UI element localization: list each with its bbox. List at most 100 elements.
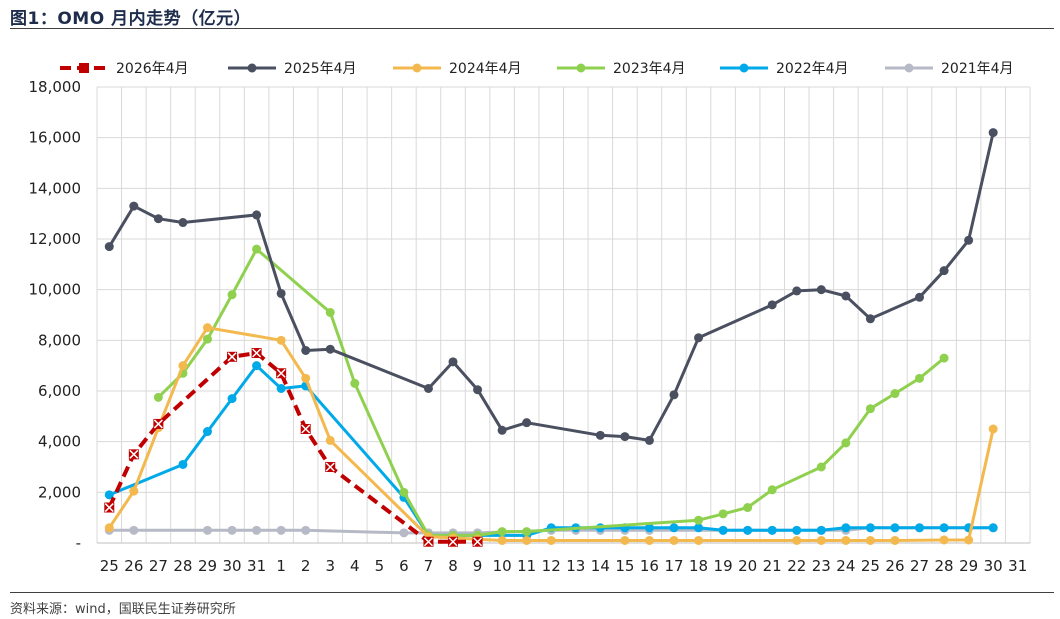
data-point [202, 323, 212, 333]
data-point [988, 523, 998, 533]
data-point [178, 361, 188, 371]
x-tick-label: 29 [198, 557, 217, 575]
data-point [644, 435, 654, 445]
x-tick-label: 28 [173, 557, 192, 575]
x-tick-label: 15 [615, 557, 634, 575]
x-tick-label: 26 [885, 557, 904, 575]
data-point [988, 424, 998, 434]
x-tick-label: 14 [591, 557, 610, 575]
data-point [816, 285, 826, 295]
data-point [694, 535, 704, 545]
data-point-x-mark [252, 348, 262, 358]
y-tick-label: 10,000 [29, 281, 82, 299]
data-point [890, 535, 900, 545]
data-point [473, 385, 483, 395]
legend-label: 2023年4月 [613, 61, 686, 77]
data-point [153, 392, 163, 402]
data-point [743, 525, 753, 535]
x-tick-label: 28 [935, 557, 954, 575]
legend-marker [412, 63, 422, 73]
data-point-x-mark [276, 368, 286, 378]
data-point [423, 383, 433, 393]
data-point [865, 535, 875, 545]
footer-divider [10, 592, 1054, 593]
data-point [276, 383, 286, 393]
x-tick-label: 8 [448, 557, 458, 575]
chart-title: 图1：OMO 月内走势（亿元） [10, 9, 252, 29]
data-point [669, 390, 679, 400]
legend-item: 2021年4月 [885, 61, 1014, 77]
data-point-x-mark [104, 503, 114, 513]
data-point [325, 435, 335, 445]
data-point [792, 535, 802, 545]
data-point [399, 487, 409, 497]
x-tick-label: 30 [222, 557, 241, 575]
data-point [497, 527, 507, 537]
data-point [448, 357, 458, 367]
legend-label: 2026年4月 [116, 61, 189, 77]
data-point [399, 528, 409, 538]
data-point [988, 128, 998, 138]
data-point [890, 523, 900, 533]
data-point [252, 244, 262, 254]
legend-item: 2025年4月 [228, 61, 357, 77]
data-point [792, 286, 802, 296]
x-tick-label: 2 [301, 557, 311, 575]
data-point [522, 418, 532, 428]
data-point [890, 389, 900, 399]
data-point-x-mark [153, 419, 163, 429]
data-point [939, 523, 949, 533]
data-point [915, 523, 925, 533]
data-point [694, 333, 704, 343]
data-point [644, 523, 654, 533]
data-point [129, 525, 139, 535]
data-point [252, 525, 262, 535]
data-point-x-mark [423, 537, 433, 547]
data-point [301, 373, 311, 383]
data-point [841, 291, 851, 301]
x-tick-label: 25 [861, 557, 880, 575]
data-point [350, 378, 360, 388]
source-note: 资料来源：wind，国联民生证券研究所 [10, 602, 236, 617]
x-tick-label: 22 [787, 557, 806, 575]
x-tick-label: 12 [542, 557, 561, 575]
data-point [915, 292, 925, 302]
x-tick-label: 29 [959, 557, 978, 575]
data-point [227, 394, 237, 404]
data-point [178, 459, 188, 469]
data-point [841, 535, 851, 545]
x-tick-label: 3 [325, 557, 335, 575]
data-point [669, 523, 679, 533]
data-point [816, 535, 826, 545]
x-tick-label: 31 [1008, 557, 1027, 575]
data-point [865, 404, 875, 414]
x-tick-label: 6 [399, 557, 409, 575]
data-point [129, 486, 139, 496]
data-point-x-mark [227, 352, 237, 362]
data-point [252, 361, 262, 371]
data-point [202, 427, 212, 437]
x-tick-label: 27 [910, 557, 929, 575]
title-divider [10, 28, 1054, 29]
data-point [743, 503, 753, 513]
x-tick-label: 19 [714, 557, 733, 575]
data-point [841, 438, 851, 448]
data-point [497, 425, 507, 435]
data-point [644, 535, 654, 545]
data-point-x-mark [325, 462, 335, 472]
legend-marker [576, 63, 586, 73]
data-point [964, 235, 974, 245]
legend-label: 2021年4月 [941, 61, 1014, 77]
legend-marker [247, 63, 257, 73]
y-tick-label: 16,000 [29, 129, 82, 147]
legend-marker [79, 63, 89, 73]
series-line [108, 132, 995, 442]
x-tick-label: 17 [664, 557, 683, 575]
x-tick-label: 31 [247, 557, 266, 575]
data-point [276, 335, 286, 345]
data-point [522, 535, 532, 545]
data-point [792, 525, 802, 535]
y-tick-label: 4,000 [38, 433, 81, 451]
x-tick-label: 26 [124, 557, 143, 575]
data-point [865, 314, 875, 324]
